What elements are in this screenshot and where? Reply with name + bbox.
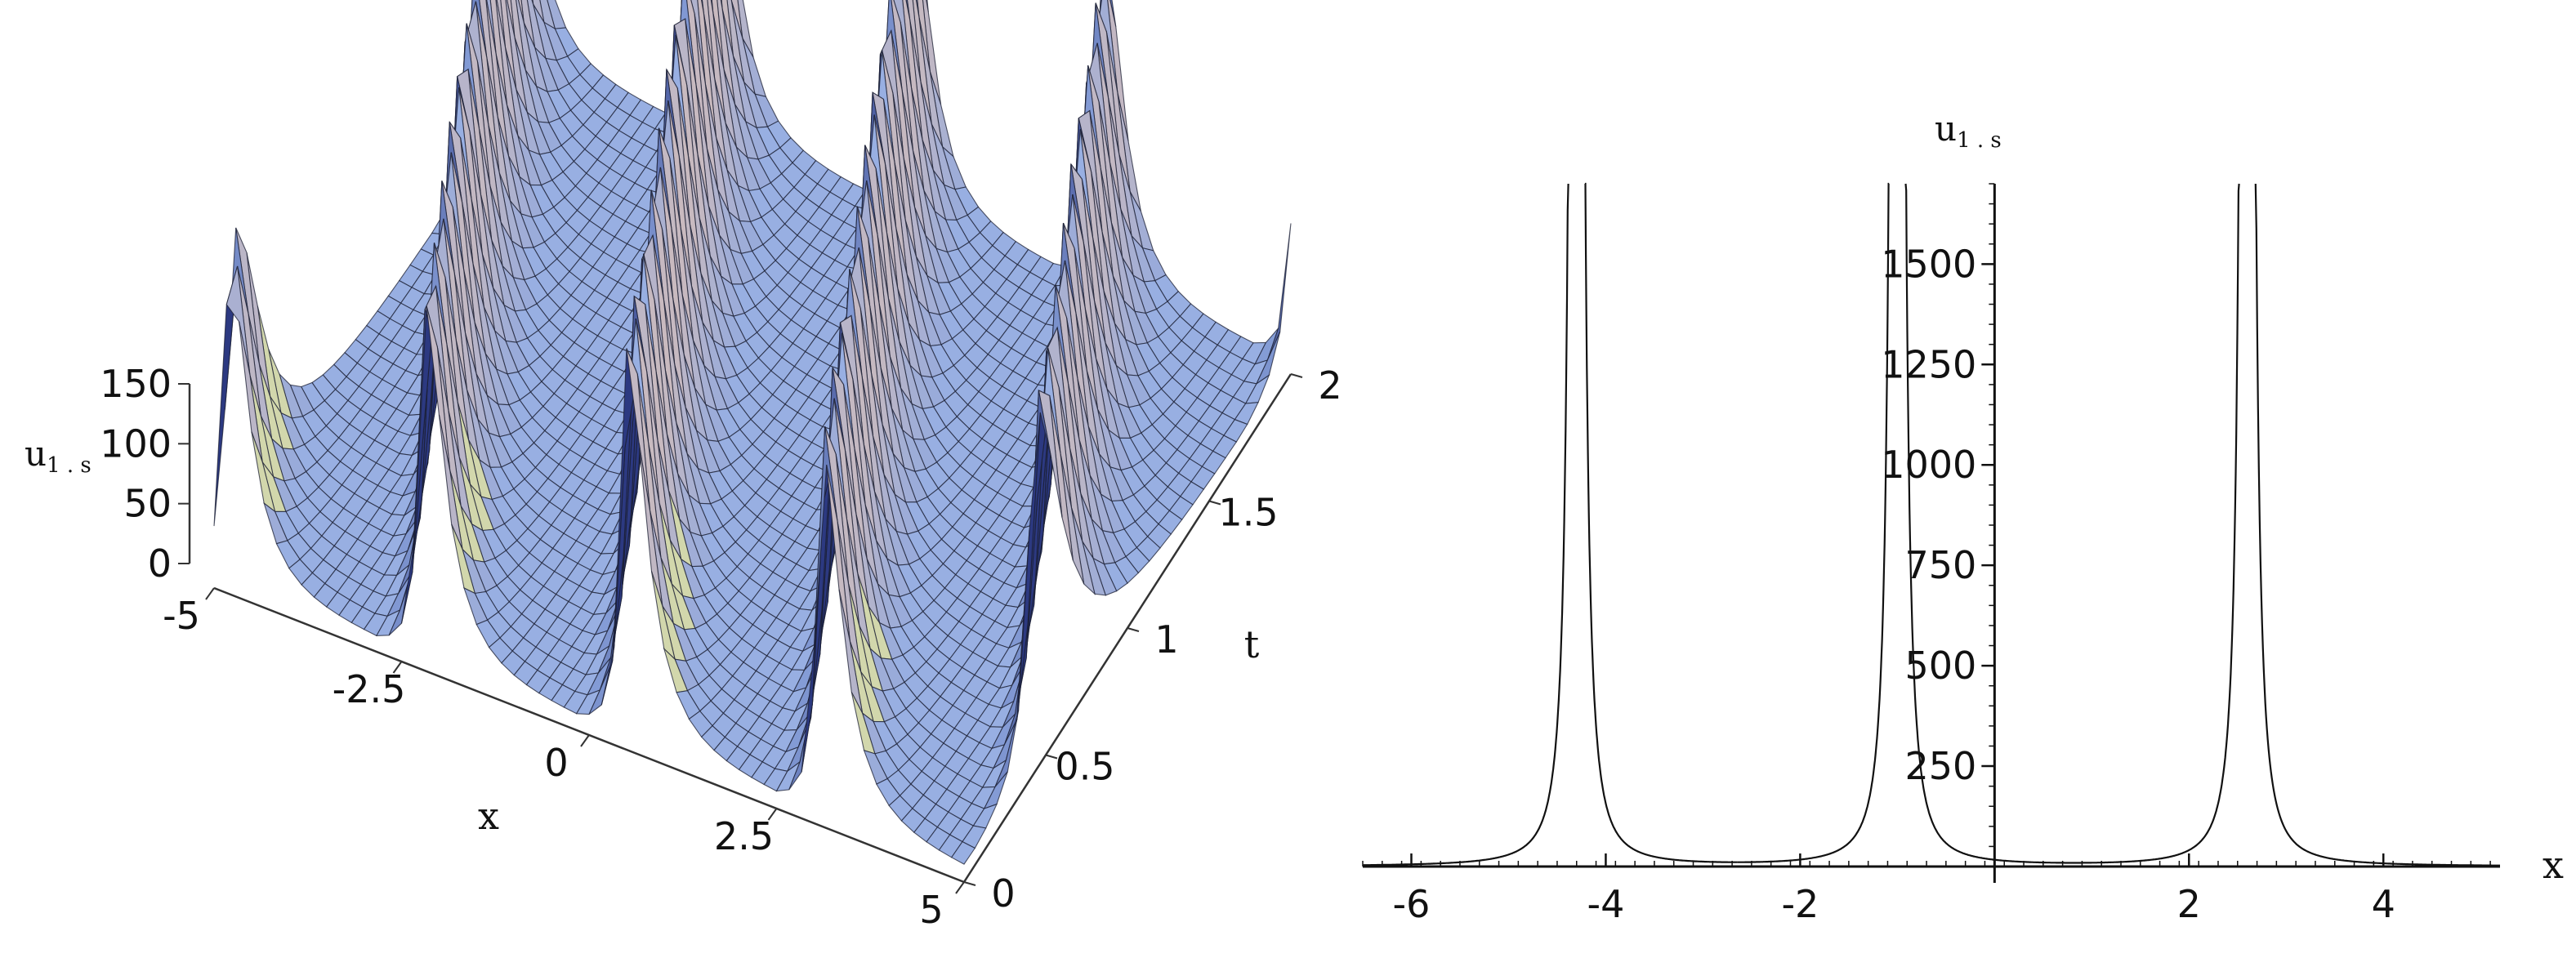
t-tick [963,881,976,886]
x-tick [205,587,215,600]
z-tick-label: 0 [148,541,172,586]
x-tick-label: -4 [1587,882,1624,926]
y-tick-label: 750 [1905,543,1977,587]
y-tick-label: 1500 [1881,242,1976,286]
x-tick [955,881,965,894]
x-tick-label: -2 [1781,882,1819,926]
y-tick-label: 1000 [1881,443,1976,487]
x-tick-label: -5 [163,594,200,638]
y-axis-title-sub: 1 . s [1957,128,2002,153]
x-tick-label: -2.5 [333,667,406,711]
curve-branch-right [2254,183,2500,867]
line-curves [1363,182,2500,867]
x-tick-label: -6 [1393,882,1431,926]
x-tick-label: 2 [2177,882,2201,926]
y-tick-label: 500 [1905,644,1977,688]
curve-branch-left [2072,183,2240,864]
x-axis-title: x [2543,843,2564,887]
surface-cell [950,840,976,865]
y-tick-label: 250 [1905,744,1977,788]
x-tick [767,808,778,821]
z-tick-label: 100 [100,421,172,466]
y-axis-title: u1 . s [1935,109,2002,153]
t-axis-title: t [1244,622,1260,666]
z-axis-title-main: u [25,434,47,474]
t-tick [1208,500,1221,506]
z-tick-label: 50 [123,482,172,526]
t-tick [1127,627,1140,632]
y-tick-label: 1250 [1881,342,1976,386]
x-axis-title: x [478,794,499,838]
t-tick-label: 1.5 [1218,491,1278,535]
curve-branch-right [1584,182,1738,863]
z-axis-title-sub: 1 . s [47,453,92,478]
curve-branch-left [1737,182,1890,863]
curve-branch-right [1904,183,2073,864]
line-plot-2d: -6 -4 -2 2 4 250 500 750 1000 1250 1500 x u1 . s [1362,109,2564,926]
x-tick-label: 4 [2372,882,2395,926]
line-axes: -6 -4 -2 2 4 250 500 750 1000 1250 1500 x u1 . s [1362,109,2564,926]
t-tick-label: 2 [1318,363,1342,408]
z-axis-title: u1 . s [25,434,92,478]
t-tick [1290,373,1303,378]
x-tick [580,734,590,747]
t-tick [1045,754,1058,760]
t-tick-label: 0.5 [1055,745,1114,789]
t-tick-label: 1 [1154,617,1178,662]
curve-branch-left [1363,183,1569,867]
surface-mesh [213,0,1292,865]
z-tick-label: 150 [100,362,172,406]
y-axis-title-main: u [1935,109,1957,149]
x-tick [392,661,403,674]
t-tick-label: 0 [991,871,1015,916]
x-tick-label: 5 [919,888,943,932]
x-tick-label: 0 [544,741,568,785]
x-tick-label: 2.5 [714,814,774,858]
